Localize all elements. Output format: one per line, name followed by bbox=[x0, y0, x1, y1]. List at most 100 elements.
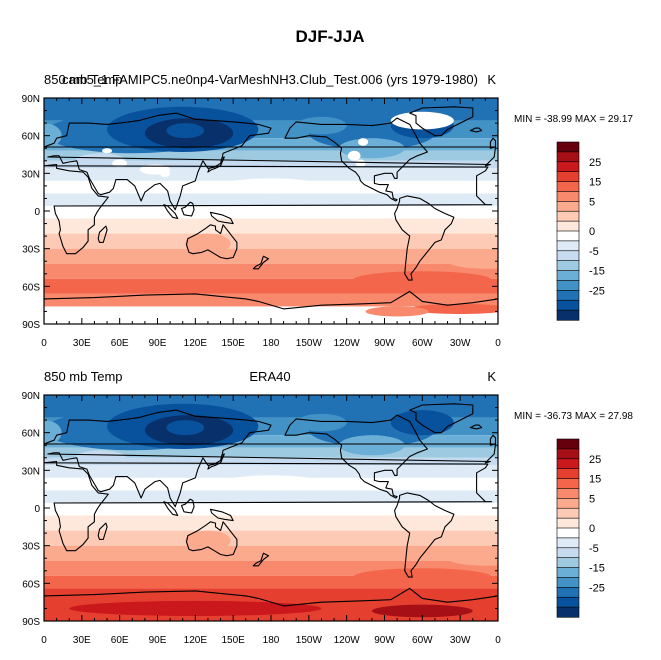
lon-tick-label: 120W bbox=[334, 635, 361, 646]
colorbar-swatch bbox=[556, 250, 580, 262]
colorbar-swatch bbox=[556, 567, 580, 579]
colorbar-swatch bbox=[556, 606, 580, 618]
lat-tick-label: 0 bbox=[34, 207, 40, 218]
figure-title: DJF-JJA bbox=[296, 27, 365, 46]
temperature-band bbox=[44, 160, 498, 169]
colorbar-label: 25 bbox=[589, 157, 601, 169]
lon-tick-label: 30W bbox=[450, 338, 471, 349]
lon-tick-label: 60W bbox=[412, 338, 433, 349]
reanalysis-panel: 850 mb Temp ERA40 K 0 30E 60E 90E 120E 150E 18… bbox=[22, 369, 634, 646]
colorbar-swatch bbox=[556, 498, 580, 509]
coastline bbox=[284, 414, 428, 499]
temperature-band bbox=[44, 218, 498, 234]
coastline bbox=[163, 501, 179, 517]
colorbar-swatch bbox=[556, 191, 580, 202]
temperature-contour bbox=[166, 420, 205, 436]
temperature-band bbox=[44, 515, 498, 531]
coastline bbox=[209, 211, 234, 225]
coastline bbox=[207, 156, 225, 173]
colorbar-swatch bbox=[556, 151, 580, 163]
lon-tick-label: 150E bbox=[221, 635, 245, 646]
temperature-contour bbox=[185, 530, 231, 551]
colorbar-swatch bbox=[556, 438, 580, 450]
colorbar-swatch bbox=[556, 220, 580, 232]
temperature-contour bbox=[220, 178, 322, 194]
colorbar-label: 5 bbox=[589, 196, 595, 208]
colorbar-label: -25 bbox=[589, 582, 605, 594]
temperature-band bbox=[44, 457, 498, 466]
colorbar-swatch bbox=[556, 517, 580, 529]
temperature-contour bbox=[44, 420, 62, 446]
temperature-band bbox=[44, 465, 498, 478]
colorbar-swatch bbox=[556, 141, 580, 153]
temperature-contour bbox=[185, 233, 231, 254]
lat-tick-label: 60N bbox=[22, 132, 40, 143]
panel-center-label: cam5_1.FAMIPC5.ne0np4-VarMeshNH3.Club_Te… bbox=[62, 72, 478, 87]
colorbar-swatch bbox=[556, 527, 580, 539]
lon-tick-label: 120W bbox=[334, 338, 361, 349]
colorbar-swatch bbox=[556, 280, 580, 291]
lon-tick-label: 60E bbox=[111, 338, 129, 349]
temperature-contour bbox=[409, 303, 498, 314]
colorbar-label: 15 bbox=[589, 474, 601, 486]
panel-center-label: ERA40 bbox=[249, 369, 290, 384]
longitude-axis: 0 30E 60E 90E 120E 150E 180 150W 120W 90W 60W 30W 0 bbox=[41, 395, 501, 646]
colorbar-swatch bbox=[556, 171, 580, 183]
temperature-band bbox=[44, 447, 498, 458]
lat-tick-label: 90S bbox=[22, 320, 40, 331]
model-panel: 850 mb Temp cam5_1.FAMIPC5.ne0np4-VarMes… bbox=[22, 72, 634, 349]
lon-tick-label: 90W bbox=[374, 338, 395, 349]
missing-data-region bbox=[112, 159, 128, 168]
temperature-contour bbox=[75, 450, 126, 466]
temperature-band bbox=[44, 490, 498, 503]
missing-data-region bbox=[160, 169, 171, 178]
temperature-contour bbox=[365, 306, 429, 317]
coastline bbox=[44, 290, 498, 324]
lon-tick-label: 150E bbox=[221, 338, 245, 349]
colorbar-swatch bbox=[556, 458, 580, 470]
lon-tick-label: 0 bbox=[41, 635, 47, 646]
temperature-contour bbox=[220, 475, 322, 491]
coastline bbox=[284, 117, 428, 202]
colorbar-label: 5 bbox=[589, 493, 595, 505]
lon-tick-label: 120E bbox=[184, 635, 208, 646]
temperature-contour bbox=[390, 410, 454, 436]
missing-data-region bbox=[102, 148, 113, 154]
min-max-stats: MIN = -36.73 MAX = 27.98 bbox=[514, 411, 633, 422]
colorbar-label: 0 bbox=[589, 523, 595, 535]
colorbar-swatch bbox=[556, 557, 580, 569]
colorbar-swatch bbox=[556, 161, 580, 173]
temperature-band bbox=[44, 205, 498, 219]
colorbar: 25 15 5 0 -5 -15 -25 bbox=[556, 141, 605, 321]
colorbar-label: -15 bbox=[589, 266, 605, 278]
lon-tick-label: 0 bbox=[41, 338, 47, 349]
temperature-contour bbox=[371, 604, 473, 618]
colorbar-label: -5 bbox=[589, 543, 599, 555]
coastline bbox=[394, 492, 455, 578]
temperature-band bbox=[44, 233, 498, 249]
panel-units-label: K bbox=[487, 369, 496, 384]
coastline bbox=[409, 403, 474, 434]
coastline bbox=[209, 508, 234, 522]
lon-tick-label: 30E bbox=[73, 338, 91, 349]
colorbar-swatch bbox=[556, 468, 580, 480]
lon-tick-label: 90E bbox=[149, 635, 167, 646]
colorbar-swatch bbox=[556, 478, 580, 490]
missing-data-region bbox=[390, 111, 454, 130]
coastline bbox=[44, 163, 493, 255]
colorbar-swatch bbox=[556, 547, 580, 559]
colorbar-label: -5 bbox=[589, 246, 599, 258]
lat-tick-label: 30N bbox=[22, 169, 40, 180]
lat-tick-label: 30S bbox=[22, 245, 40, 256]
lat-tick-label: 60S bbox=[22, 282, 40, 293]
lat-tick-label: 90N bbox=[22, 94, 40, 105]
lon-tick-label: 120E bbox=[184, 338, 208, 349]
coastline bbox=[394, 195, 455, 281]
colorbar-swatch bbox=[556, 290, 580, 301]
temperature-contour bbox=[44, 123, 62, 149]
temperature-map bbox=[43, 394, 499, 622]
colorbar-swatch bbox=[556, 299, 580, 311]
temperature-band bbox=[44, 193, 498, 206]
temperature-contour bbox=[296, 413, 347, 432]
temperature-band bbox=[44, 530, 498, 546]
